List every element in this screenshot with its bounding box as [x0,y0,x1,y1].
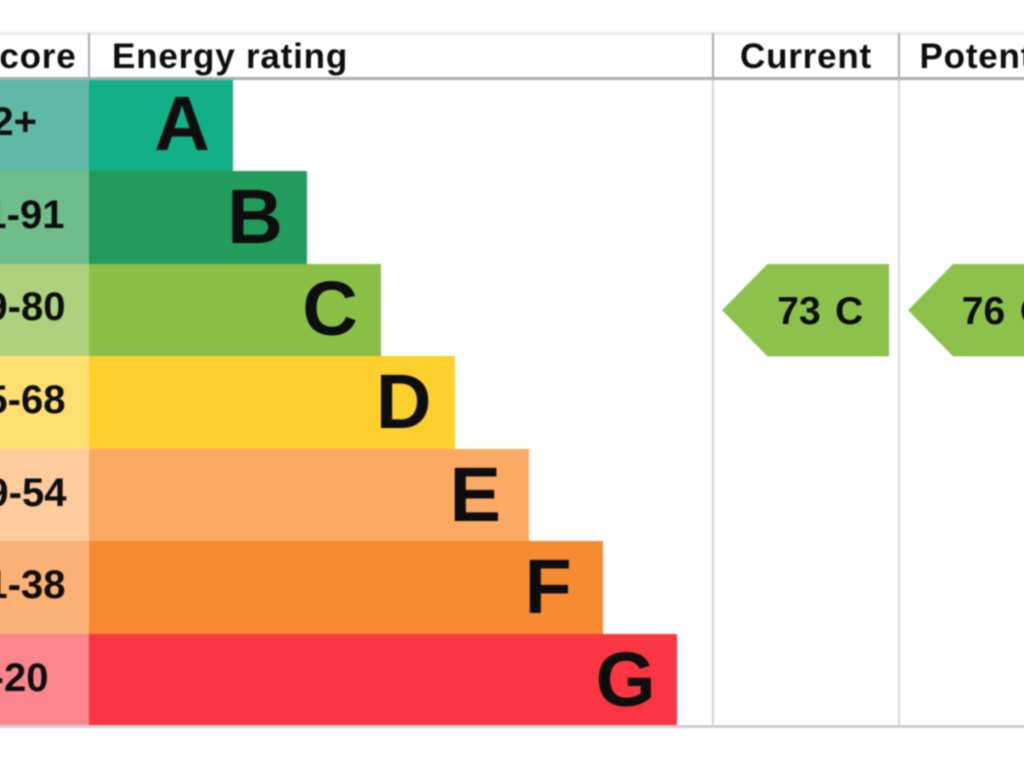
svg-text:C: C [1020,290,1024,333]
svg-text:73: 73 [777,290,820,333]
svg-text:76: 76 [962,290,1005,333]
svg-text:C: C [835,290,863,333]
